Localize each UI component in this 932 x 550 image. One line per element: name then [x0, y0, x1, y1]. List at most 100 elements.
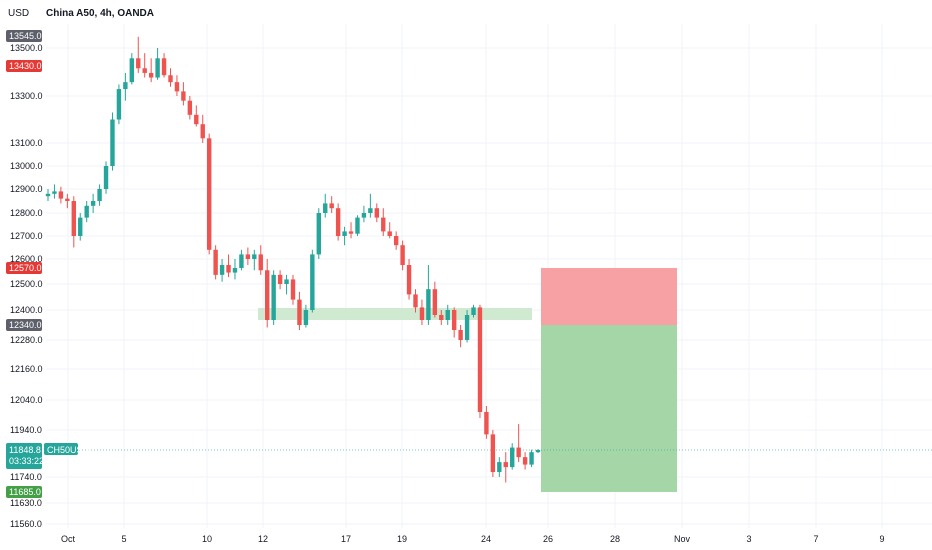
x-tick-label: 19	[397, 534, 407, 544]
candle-body[interactable]	[271, 274, 276, 320]
candle-body[interactable]	[419, 307, 425, 320]
candle-body[interactable]	[110, 119, 115, 167]
candle-body[interactable]	[445, 310, 450, 320]
candle-body[interactable]	[116, 89, 122, 120]
candle-body[interactable]	[413, 294, 418, 308]
candle-body[interactable]	[90, 201, 96, 206]
candle-body[interactable]	[45, 193, 51, 197]
candle-body[interactable]	[123, 82, 128, 90]
candle-body[interactable]	[490, 434, 496, 473]
candle-body[interactable]	[142, 68, 147, 73]
candle-body[interactable]	[258, 254, 263, 271]
candle-body[interactable]	[200, 124, 205, 139]
symbol-tag-pill	[44, 443, 78, 455]
y-tick-label: 13100.0	[10, 138, 43, 148]
candle-body[interactable]	[323, 203, 328, 213]
candle-body[interactable]	[316, 213, 321, 255]
candle-body[interactable]	[342, 231, 347, 236]
current-price-pill	[6, 443, 42, 469]
candle-body[interactable]	[439, 315, 444, 320]
candle-body[interactable]	[232, 268, 238, 273]
candle-body[interactable]	[503, 462, 508, 468]
candle-body[interactable]	[136, 58, 141, 69]
candle-body[interactable]	[161, 58, 167, 76]
y-tick-label: 12500.0	[10, 279, 43, 289]
candle-body[interactable]	[148, 72, 154, 78]
y-tick-label: 13300.0	[10, 91, 43, 101]
candle-body[interactable]	[129, 58, 135, 83]
current-price-text: 11848.8	[9, 445, 41, 455]
candle-body[interactable]	[329, 203, 334, 209]
candle-body[interactable]	[361, 213, 367, 218]
candle-body[interactable]	[213, 249, 218, 275]
candle-body[interactable]	[368, 208, 373, 213]
candle-body[interactable]	[471, 307, 476, 315]
countdown-text: 03:33:22	[9, 456, 44, 466]
candle-body[interactable]	[484, 412, 489, 435]
candle-body[interactable]	[78, 217, 83, 236]
price-label-text: 12340.0	[9, 320, 42, 330]
candle-body[interactable]	[181, 91, 186, 101]
candle-body[interactable]	[426, 289, 431, 320]
candle-body[interactable]	[406, 265, 412, 295]
candle-body[interactable]	[52, 191, 57, 194]
price-label-text: 12570.0	[9, 263, 42, 273]
candle-body[interactable]	[303, 310, 309, 325]
candle-body[interactable]	[155, 58, 160, 78]
candle-body[interactable]	[458, 330, 463, 340]
price-label-pill	[6, 486, 42, 498]
x-tick-label: 3	[746, 534, 751, 544]
candle-body[interactable]	[529, 452, 534, 465]
candle-body[interactable]	[84, 205, 89, 218]
candle-body[interactable]	[510, 447, 515, 468]
candle-body[interactable]	[464, 315, 470, 340]
candle-body[interactable]	[522, 457, 528, 465]
candle-body[interactable]	[219, 265, 225, 275]
x-tick-label: 17	[341, 534, 351, 544]
stop-loss-zone[interactable]	[541, 268, 677, 325]
symbol-tag-text: CH50USD	[47, 445, 90, 455]
candle-body[interactable]	[432, 289, 438, 315]
candle-body[interactable]	[245, 254, 251, 259]
y-tick-label: 11740.0	[10, 472, 42, 482]
y-tick-label: 12700.0	[10, 231, 43, 241]
candle-body[interactable]	[497, 462, 502, 473]
candle-body[interactable]	[310, 254, 315, 310]
candle-body[interactable]	[187, 100, 193, 115]
candle-body[interactable]	[381, 217, 386, 232]
candle-body[interactable]	[252, 254, 257, 259]
candle-body[interactable]	[65, 198, 70, 201]
x-tick-label: Nov	[674, 534, 691, 544]
candle-body[interactable]	[393, 236, 399, 246]
candle-body[interactable]	[226, 265, 231, 273]
candle-body[interactable]	[194, 114, 199, 125]
candle-body[interactable]	[335, 208, 341, 236]
candle-body[interactable]	[168, 75, 173, 83]
candle-body[interactable]	[206, 138, 212, 250]
price-label-text: 11685.0	[9, 487, 41, 497]
x-tick-label: 28	[610, 534, 620, 544]
candle-body[interactable]	[387, 231, 392, 236]
candle-body[interactable]	[477, 307, 483, 412]
candle-body[interactable]	[97, 189, 102, 201]
candle-body[interactable]	[355, 217, 360, 234]
candle-body[interactable]	[348, 231, 354, 234]
candle-body[interactable]	[516, 447, 521, 458]
candle-body[interactable]	[400, 245, 405, 265]
candle-body[interactable]	[451, 310, 457, 330]
candle-body[interactable]	[265, 270, 270, 320]
candle-body[interactable]	[239, 254, 244, 268]
candle-body[interactable]	[290, 279, 296, 300]
candle-body[interactable]	[103, 166, 109, 189]
candle-body[interactable]	[297, 299, 302, 325]
candle-body[interactable]	[277, 274, 283, 284]
candle-body[interactable]	[71, 201, 76, 236]
candle-body[interactable]	[284, 279, 289, 284]
candle-body[interactable]	[535, 450, 541, 453]
take-profit-zone[interactable]	[541, 325, 677, 492]
candle-body[interactable]	[174, 82, 180, 92]
candle-body[interactable]	[374, 208, 380, 218]
candle-body[interactable]	[58, 191, 64, 199]
price-label-text: 13545.0	[9, 31, 42, 41]
